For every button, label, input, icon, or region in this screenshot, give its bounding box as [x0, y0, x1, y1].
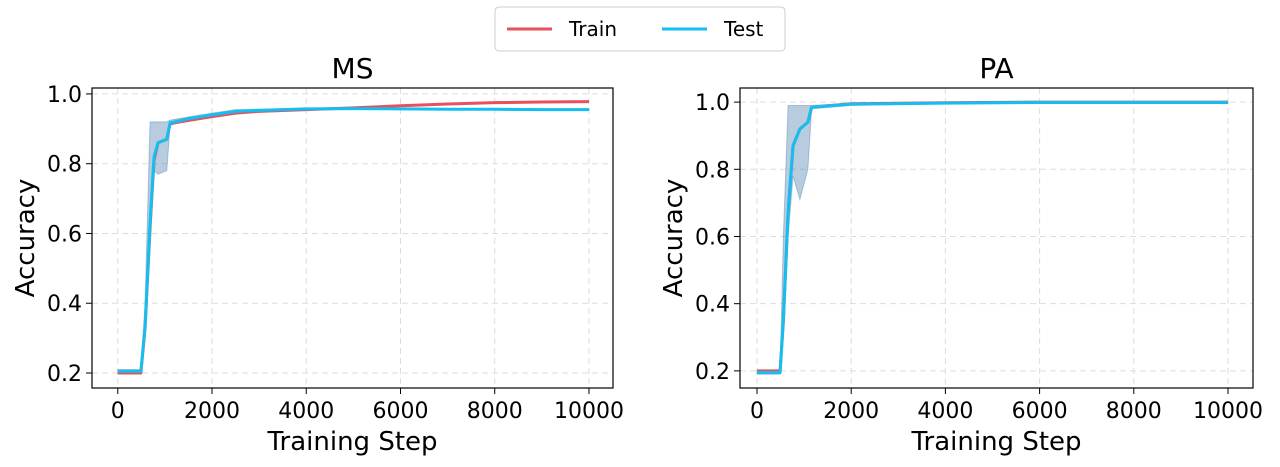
x-tick-label: 6000 [1012, 399, 1068, 424]
plot-frame [739, 87, 1254, 389]
confidence-band-test [756, 101, 1229, 375]
x-tick-label: 8000 [467, 399, 523, 424]
x-tick-label: 8000 [1106, 399, 1162, 424]
x-tick-label: 10000 [1193, 399, 1263, 424]
subplot-pa: 0 2000 4000 6000 8000 10000 0.2 0.4 0.6 0.8 1.0 PA T… [659, 52, 1263, 457]
y-tick-label: 0.2 [47, 362, 82, 387]
x-axis-label: Training Step [266, 427, 437, 457]
y-tick-label: 0.6 [47, 222, 82, 247]
x-tick-label: 10000 [554, 399, 624, 424]
series-line-test [117, 107, 589, 373]
legend-label-train: Train [568, 17, 617, 41]
subplot-title: PA [979, 52, 1013, 85]
y-axis-label: Accuracy [659, 179, 689, 298]
y-tick-label: 0.4 [47, 292, 82, 317]
subplot-ms: 0 2000 4000 6000 8000 10000 0.2 0.4 0.6 0.8 1.0 MS T… [11, 52, 624, 457]
y-tick-label: 0.2 [695, 360, 730, 385]
plot-frame [91, 87, 614, 389]
x-tick-label: 2000 [823, 399, 879, 424]
legend: Train Test [494, 6, 786, 52]
y-tick-label: 0.6 [695, 225, 730, 250]
y-tick-label: 1.0 [695, 91, 730, 116]
x-tick-label: 4000 [917, 399, 973, 424]
confidence-band-test [117, 107, 590, 374]
x-tick-label: 4000 [278, 399, 334, 424]
x-tick-label: 2000 [184, 399, 240, 424]
x-axis-label: Training Step [910, 427, 1081, 457]
y-tick-label: 0.8 [695, 158, 730, 183]
series-line-test [757, 100, 1228, 375]
y-tick-label: 0.8 [47, 153, 82, 178]
legend-label-test: Test [723, 17, 764, 41]
y-tick-label: 1.0 [47, 83, 82, 108]
y-tick-label: 0.4 [695, 293, 730, 318]
subplot-title: MS [332, 52, 374, 85]
x-tick-label: 0 [750, 399, 764, 424]
legend-box [494, 6, 786, 52]
series-line-train [117, 100, 589, 375]
y-axis-label: Accuracy [11, 179, 41, 298]
x-tick-label: 0 [111, 399, 125, 424]
x-tick-label: 6000 [372, 399, 428, 424]
